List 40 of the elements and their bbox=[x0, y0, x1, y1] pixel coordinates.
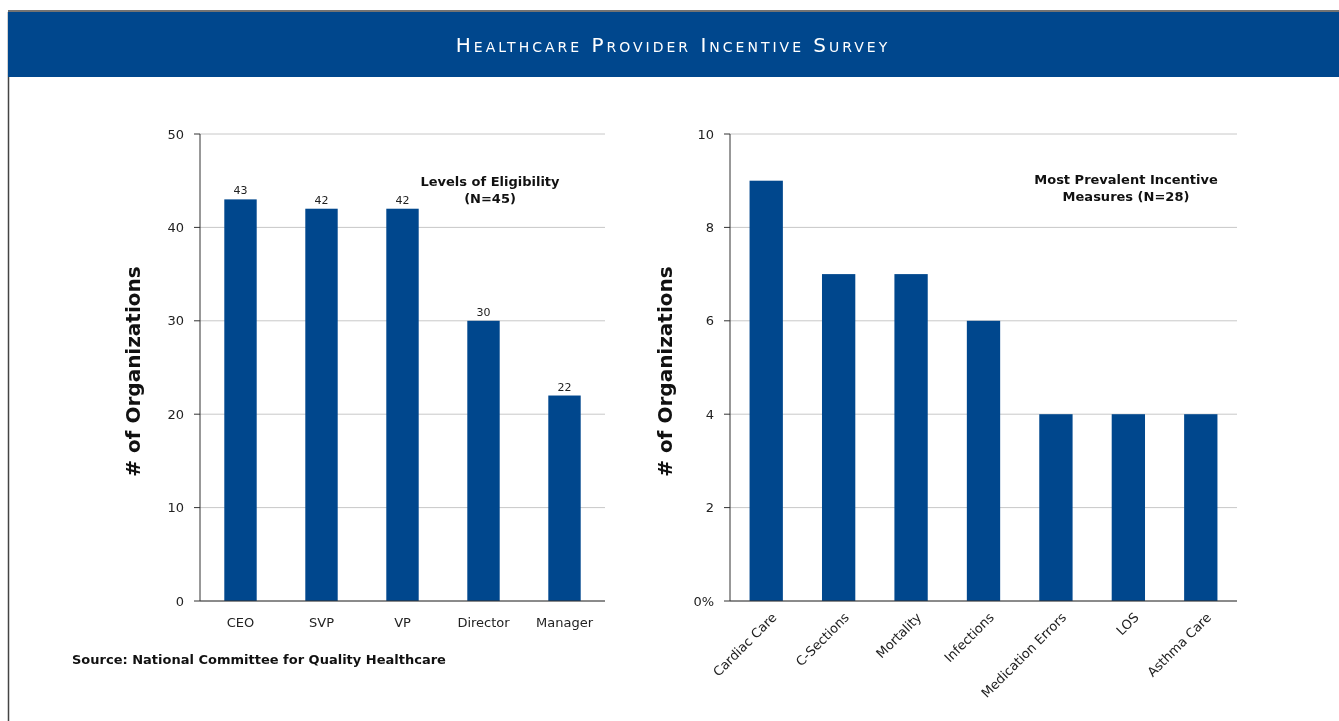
y-tick-label: 40 bbox=[167, 219, 184, 235]
x-tick-label: Manager bbox=[536, 615, 594, 630]
annotation: Most Prevalent Incentive Measures (N=28) bbox=[1034, 172, 1218, 204]
data-label: 22 bbox=[557, 380, 572, 394]
x-tick-label: Director bbox=[457, 615, 511, 630]
x-tick-label: CEO bbox=[226, 615, 255, 630]
bar bbox=[1184, 414, 1218, 601]
bar bbox=[548, 395, 581, 601]
y-tick-label: 30 bbox=[167, 313, 184, 329]
y-tick-label: 10 bbox=[697, 126, 714, 142]
bar bbox=[467, 320, 500, 601]
bar bbox=[224, 199, 257, 601]
bar bbox=[821, 274, 856, 601]
x-tick-label: VP bbox=[394, 615, 412, 630]
y-tick-label: 0 bbox=[175, 593, 184, 609]
bar bbox=[966, 320, 1001, 601]
y-axis-title: # of Organizations bbox=[121, 266, 145, 477]
data-label: 43 bbox=[233, 184, 248, 198]
data-label: 42 bbox=[314, 193, 329, 207]
bar bbox=[894, 274, 928, 601]
bar bbox=[1111, 414, 1146, 601]
y-tick-label: 0% bbox=[693, 593, 714, 609]
bar bbox=[305, 208, 338, 601]
y-axis-title: # of Organizations bbox=[653, 266, 677, 477]
data-label: 30 bbox=[476, 305, 491, 319]
bar bbox=[749, 180, 783, 601]
y-tick-label: 50 bbox=[167, 126, 184, 142]
bar bbox=[386, 208, 419, 601]
y-tick-label: 10 bbox=[167, 500, 184, 516]
data-label: 42 bbox=[395, 193, 410, 207]
y-tick-label: 8 bbox=[705, 219, 714, 235]
y-tick-label: 2 bbox=[705, 500, 714, 516]
y-tick-label: 20 bbox=[167, 406, 184, 422]
y-tick-label: 6 bbox=[705, 313, 714, 329]
text: Healthcare Provider Incentive Survey bbox=[455, 33, 891, 57]
y-tick-label: 4 bbox=[705, 406, 714, 422]
source-note: Source: National Committee for Quality Healthcare bbox=[72, 652, 447, 667]
bar bbox=[1039, 414, 1073, 601]
annotation: Levels of Eligibility (N=45) bbox=[420, 174, 561, 206]
x-tick-label: SVP bbox=[309, 615, 335, 630]
